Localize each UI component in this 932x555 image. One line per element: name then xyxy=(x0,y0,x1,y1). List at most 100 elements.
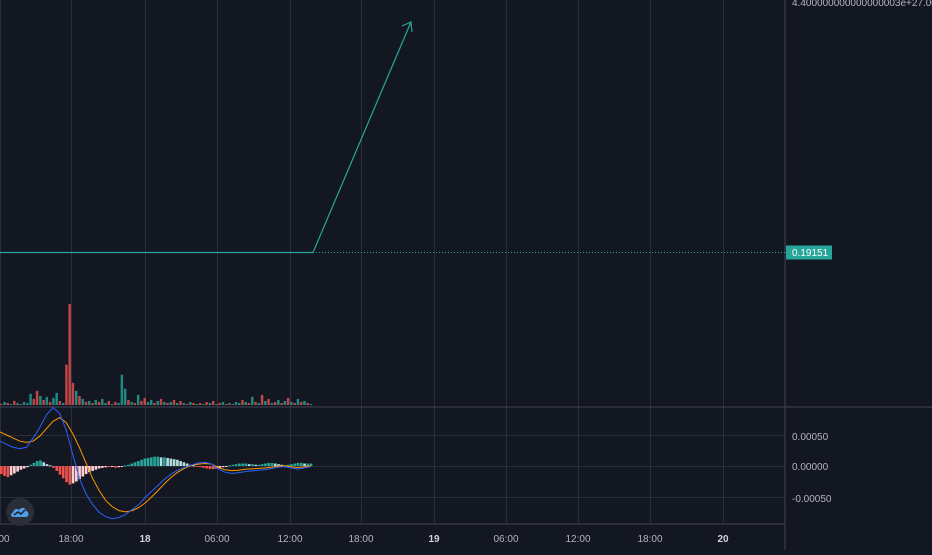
volume-bar xyxy=(166,402,169,405)
volume-bar xyxy=(6,402,9,405)
volume-bar xyxy=(290,401,293,405)
macd-histogram-bar xyxy=(299,462,303,466)
volume-bar xyxy=(78,395,81,405)
macd-pane[interactable] xyxy=(0,407,313,520)
volume-bar xyxy=(0,403,3,405)
volume-bar xyxy=(97,401,101,405)
macd-histogram-bar xyxy=(211,466,215,470)
time-axis-label: 12:00 xyxy=(277,534,302,545)
volume-bar xyxy=(81,398,84,405)
volume-bar xyxy=(110,403,114,405)
macd-histogram-bar xyxy=(140,459,143,466)
volume-bar xyxy=(234,401,238,405)
volume-bar xyxy=(71,382,75,405)
volume-bar xyxy=(146,401,150,405)
volume-bar xyxy=(280,402,283,405)
volume-bar xyxy=(238,402,241,405)
macd-histogram-bar xyxy=(133,462,137,466)
volume-bar xyxy=(264,400,267,405)
macd-histogram-bar xyxy=(52,466,55,468)
macd-histogram-bar xyxy=(104,466,107,468)
tradingview-logo-button[interactable] xyxy=(6,498,34,526)
volume-bar xyxy=(140,400,143,405)
macd-histogram-bar xyxy=(29,464,32,466)
macd-histogram-bar xyxy=(45,464,49,466)
macd-histogram-bar xyxy=(251,464,254,466)
volume-bar xyxy=(88,400,91,405)
macd-histogram-bar xyxy=(94,466,98,470)
macd-histogram-bar xyxy=(159,457,163,466)
time-axis-label: 18:00 xyxy=(348,534,373,545)
time-axis-label: 06:00 xyxy=(204,534,229,545)
macd-histogram-bar xyxy=(156,456,160,466)
macd-histogram-bar xyxy=(123,465,127,467)
macd-histogram-bar xyxy=(127,464,130,466)
volume-bar xyxy=(45,396,49,405)
macd-histogram-bar xyxy=(296,462,300,466)
arrow-up-right-icon[interactable] xyxy=(312,21,413,253)
grid-lines xyxy=(0,0,785,524)
volume-bar xyxy=(104,402,107,405)
macd-histogram-bar xyxy=(9,466,13,476)
macd-histogram-bar xyxy=(110,466,114,467)
volume-bar xyxy=(273,401,277,405)
macd-histogram-bar xyxy=(205,466,209,469)
volume-bar xyxy=(202,403,205,405)
volume-bar xyxy=(286,397,290,405)
macd-histogram-bar xyxy=(172,459,176,466)
macd-histogram-bar xyxy=(84,466,88,475)
macd-line xyxy=(0,407,312,520)
volume-bar xyxy=(224,403,228,405)
macd-histogram-bar xyxy=(13,466,16,474)
macd-histogram-bar xyxy=(231,464,235,466)
volume-bar xyxy=(117,402,120,405)
macd-histogram-bar xyxy=(81,466,85,477)
macd-histogram-bar xyxy=(198,466,202,468)
volume-bar xyxy=(65,364,68,405)
macd-histogram-bar xyxy=(107,466,111,468)
volume-bar xyxy=(241,399,244,405)
macd-histogram-bar xyxy=(169,458,173,466)
macd-histogram-bar xyxy=(254,464,257,466)
macd-histogram-bar xyxy=(192,465,196,467)
price-pane[interactable] xyxy=(0,21,785,254)
volume-bar xyxy=(58,400,62,405)
macd-histogram-bar xyxy=(65,466,68,483)
macd-histogram-bar xyxy=(97,466,101,469)
volume-bar xyxy=(133,402,137,405)
macd-histogram-bar xyxy=(244,463,248,466)
volume-bar xyxy=(39,395,42,405)
time-axis-label: 00 xyxy=(0,534,10,545)
volume-bar xyxy=(107,400,111,405)
macd-histogram-bar xyxy=(143,458,147,466)
macd-histogram-bar xyxy=(195,466,199,467)
volume-bar xyxy=(68,304,71,405)
volume-bar xyxy=(277,399,280,405)
macd-histogram-bar xyxy=(88,466,91,473)
macd-histogram-bar xyxy=(68,466,72,485)
time-axis-label: 20 xyxy=(717,534,729,545)
macd-histogram-bar xyxy=(273,463,277,466)
macd-histogram-bar xyxy=(35,461,39,466)
volume-bar xyxy=(159,398,163,405)
current-price-badge[interactable]: 0.19151 xyxy=(786,245,832,260)
macd-histogram-bar xyxy=(114,466,117,468)
macd-histogram-bar xyxy=(270,462,274,466)
macd-histogram-bar xyxy=(303,463,306,466)
macd-histogram-bar xyxy=(91,466,94,471)
macd-histogram-bar xyxy=(146,457,150,466)
volume-bar xyxy=(74,390,78,405)
volume-bar xyxy=(29,393,32,405)
macd-histogram-bar xyxy=(0,466,3,475)
macd-histogram-bar xyxy=(42,462,46,466)
volume-bar xyxy=(205,401,208,405)
volume-bar xyxy=(172,399,176,405)
volume-bar xyxy=(299,401,303,405)
volume-bar xyxy=(296,398,300,405)
time-axis[interactable]: 00 18:00 18 06:00 12:00 18:00 19 06:00 1… xyxy=(0,534,729,545)
volume-bar xyxy=(303,400,306,405)
volume-bar xyxy=(306,402,309,405)
time-axis-label: 06:00 xyxy=(493,534,518,545)
